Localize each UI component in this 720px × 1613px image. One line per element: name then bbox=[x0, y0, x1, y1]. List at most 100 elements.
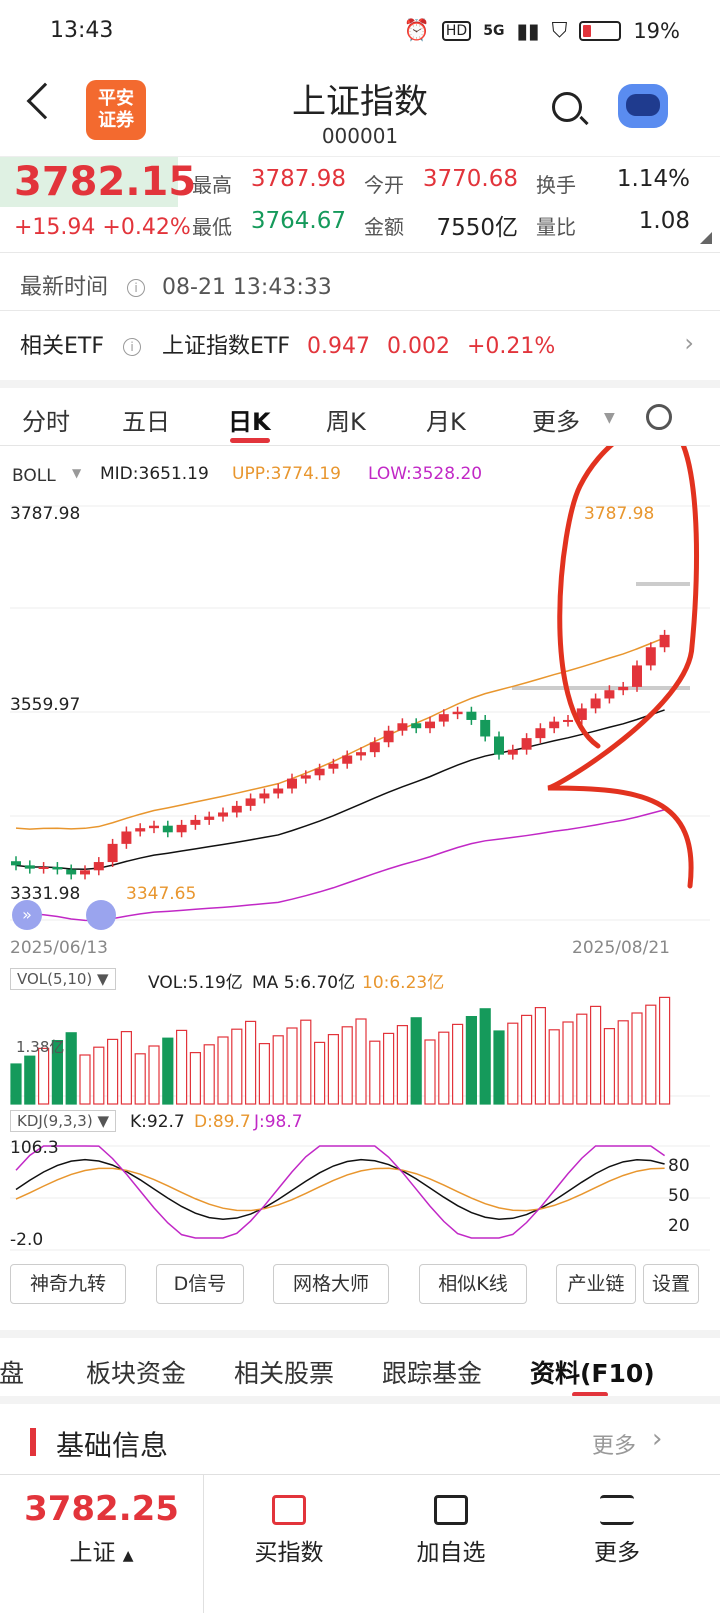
y-label-mid: 3559.97 bbox=[10, 695, 81, 715]
candle-body bbox=[93, 862, 104, 871]
candle-body bbox=[273, 788, 284, 794]
candle-body bbox=[480, 719, 491, 737]
volume-bar bbox=[189, 1051, 201, 1105]
fullscreen-icon[interactable] bbox=[86, 900, 116, 930]
volume-bar bbox=[603, 1027, 616, 1105]
active-tab-indicator bbox=[230, 438, 270, 443]
tab-monthly-k[interactable]: 月K bbox=[426, 408, 466, 436]
tab-sector-flow[interactable]: 板块资金 bbox=[86, 1359, 187, 1388]
more-button[interactable]: 更多 bbox=[552, 1475, 682, 1613]
tab-weekly-k[interactable]: 周K bbox=[326, 408, 366, 436]
candle-body bbox=[218, 812, 228, 817]
volume-bar bbox=[424, 1039, 436, 1105]
expand-arrows-icon[interactable]: » bbox=[12, 900, 42, 930]
vol-ratio-value: 1.08 bbox=[638, 208, 690, 234]
candle-body bbox=[369, 742, 380, 753]
section-marker bbox=[30, 1428, 36, 1456]
tab-daily-k[interactable]: 日K bbox=[228, 408, 271, 436]
volume-bar bbox=[355, 1018, 367, 1105]
quote-panel: 3782.15 +15.94 +0.42% 最高 3787.98 今开 3770… bbox=[0, 156, 720, 252]
chevron-right-icon[interactable]: › bbox=[684, 329, 694, 357]
boll-dropdown-icon[interactable]: ▼ bbox=[72, 466, 82, 480]
candle-body bbox=[135, 828, 146, 832]
search-icon[interactable] bbox=[552, 92, 582, 122]
high-value: 3787.98 bbox=[250, 166, 346, 192]
chevron-right-icon[interactable]: › bbox=[652, 1424, 663, 1454]
volume-bar bbox=[286, 1027, 298, 1105]
volume-bar bbox=[520, 1014, 533, 1105]
volume-bar bbox=[203, 1044, 215, 1105]
kdj-axis-bottom: -2.0 bbox=[10, 1230, 44, 1250]
volume-bar bbox=[231, 1028, 243, 1105]
latest-time-row: 最新时间 i 08-21 13:43:33 bbox=[0, 252, 720, 310]
open-label: 今开 bbox=[364, 173, 404, 197]
candle-body bbox=[659, 634, 670, 648]
tab-five-day[interactable]: 五日 bbox=[122, 408, 170, 436]
candle-body bbox=[107, 843, 118, 863]
similar-k-button[interactable]: 相似K线 bbox=[419, 1264, 527, 1304]
etf-change: 0.002 bbox=[386, 334, 450, 359]
candle-body bbox=[411, 723, 422, 729]
etf-row[interactable]: 相关ETF i 上证指数ETF 0.947 0.002 +0.21% › bbox=[0, 310, 720, 372]
clock: 13:43 bbox=[50, 18, 114, 43]
volume-bar bbox=[106, 1038, 119, 1105]
expand-corner-icon[interactable] bbox=[700, 232, 712, 244]
page-title: 上证指数 bbox=[292, 82, 428, 122]
candle-body bbox=[549, 721, 560, 729]
vol-ma10: 10:6.23亿 bbox=[362, 973, 445, 993]
dropdown-icon[interactable]: ▼ bbox=[604, 410, 615, 426]
candle-body bbox=[66, 869, 77, 875]
tab-f10[interactable]: 资料(F10) bbox=[530, 1359, 655, 1388]
candle-body bbox=[190, 819, 201, 825]
turnover-value: 1.14% bbox=[616, 166, 690, 192]
tab-intraday[interactable]: 分时 bbox=[22, 408, 70, 436]
boll-low: LOW:3528.20 bbox=[368, 464, 483, 484]
download-icon bbox=[272, 1495, 306, 1525]
current-price: 3782.15 bbox=[14, 159, 197, 205]
assistant-robot-icon[interactable] bbox=[618, 84, 668, 128]
basic-more-link[interactable]: 更多 bbox=[592, 1434, 637, 1459]
volume-bar bbox=[134, 1053, 146, 1105]
tab-watch[interactable]: 盯盘 bbox=[0, 1359, 25, 1388]
kdj-d-line bbox=[15, 1167, 665, 1212]
tab-more[interactable]: 更多 bbox=[532, 408, 580, 436]
vol-selector[interactable]: VOL(5,10) ▼ bbox=[10, 968, 116, 990]
candle-body bbox=[204, 816, 215, 820]
magic-nine-button[interactable]: 神奇九转 bbox=[10, 1264, 126, 1304]
candle-body bbox=[314, 768, 325, 776]
candle-body bbox=[162, 825, 173, 833]
add-watchlist-button[interactable]: 加自选 bbox=[386, 1475, 516, 1613]
grid-master-button[interactable]: 网格大师 bbox=[273, 1264, 389, 1304]
boll-label[interactable]: BOLL bbox=[12, 466, 56, 486]
tab-related-stocks[interactable]: 相关股票 bbox=[234, 1359, 335, 1388]
gear-icon[interactable] bbox=[646, 404, 672, 430]
max-price-annotation: 3787.98 bbox=[584, 504, 655, 524]
boll-lower-line bbox=[15, 809, 665, 922]
volume-bar bbox=[452, 1023, 464, 1105]
header: 平安 证券 上证指数 000001 bbox=[0, 64, 720, 156]
settings-button[interactable]: 设置 bbox=[643, 1264, 699, 1304]
candle-body bbox=[176, 824, 187, 833]
open-value: 3770.68 bbox=[422, 166, 518, 192]
candle-body bbox=[328, 763, 339, 769]
candle-body bbox=[11, 861, 21, 866]
info-icon[interactable]: i bbox=[127, 279, 146, 297]
tab-tracking-funds[interactable]: 跟踪基金 bbox=[382, 1359, 483, 1388]
candle-body bbox=[466, 711, 477, 720]
period-tabs: 分时 五日 日K 周K 月K 更多 ▼ bbox=[0, 380, 720, 446]
industry-chain-button[interactable]: 产业链 bbox=[556, 1264, 636, 1304]
kline-chart-area[interactable]: BOLL ▼ MID:3651.19 UPP:3774.19 LOW:3528.… bbox=[0, 446, 720, 1306]
volume-bar bbox=[589, 1005, 602, 1105]
candle-body bbox=[438, 714, 449, 722]
info-icon[interactable]: i bbox=[123, 338, 141, 356]
candle-body bbox=[632, 665, 642, 687]
buy-index-button[interactable]: 买指数 bbox=[224, 1475, 354, 1613]
high-label: 最高 bbox=[192, 173, 232, 197]
status-bar: 13:43 ⏰ HD 5G ▮▮ ⛉ 19% bbox=[0, 0, 720, 64]
index-quote-summary[interactable]: 3782.25 上证 ▲ bbox=[0, 1475, 204, 1613]
d-signal-button[interactable]: D信号 bbox=[156, 1264, 244, 1304]
kdj-axis-80: 80 bbox=[668, 1156, 690, 1176]
price-change: +15.94 +0.42% bbox=[14, 215, 191, 240]
candle-body bbox=[149, 825, 159, 829]
kdj-selector[interactable]: KDJ(9,3,3) ▼ bbox=[10, 1110, 116, 1132]
